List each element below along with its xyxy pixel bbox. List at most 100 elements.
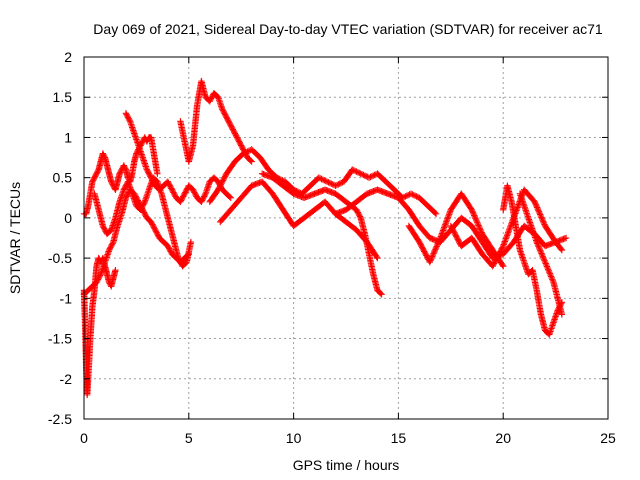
data-point: [368, 173, 376, 180]
data-point: [505, 228, 512, 235]
data-point: [506, 225, 514, 232]
data-point: [536, 246, 543, 253]
data-point: [532, 200, 539, 207]
data-point: [474, 219, 481, 226]
data-point: [542, 260, 549, 267]
data-point: [436, 236, 443, 243]
y-tick-label: -1.5: [48, 331, 72, 347]
data-point: [402, 193, 409, 200]
axis-ticks: 0 5 10 15 20 25 2 1.5 1 0.5 0 -0.5 -1 -1.5 -2 -2.5: [48, 49, 616, 446]
data-point: [536, 209, 543, 217]
series-satellite-track-7: [206, 146, 440, 218]
data-point: [140, 199, 148, 207]
data-point: [411, 192, 419, 199]
data-point: [187, 238, 195, 246]
x-tick-label: 10: [286, 430, 302, 446]
data-point: [469, 209, 477, 216]
data-point: [96, 272, 104, 279]
data-point: [543, 263, 551, 270]
data-point: [541, 257, 548, 264]
data-point: [247, 157, 254, 164]
data-point: [323, 178, 331, 185]
data-point: [429, 251, 437, 259]
data-point: [126, 116, 133, 124]
data-point: [367, 173, 374, 181]
data-point: [226, 193, 233, 200]
data-point: [351, 167, 359, 175]
data-point: [328, 180, 335, 187]
data-point: [502, 235, 510, 242]
data-point: [374, 254, 381, 262]
data-point: [373, 253, 380, 261]
x-tick-label: 0: [80, 430, 88, 446]
data-point: [546, 268, 553, 276]
data-point: [435, 239, 442, 246]
data-point: [378, 291, 385, 298]
data-point: [475, 223, 483, 231]
data-point: [477, 227, 485, 235]
data-point: [537, 212, 545, 220]
data-point: [544, 264, 551, 272]
data-point: [535, 243, 542, 250]
data-point: [409, 191, 416, 198]
data-point: [476, 225, 483, 232]
data-point: [503, 233, 510, 241]
data-point: [154, 170, 161, 177]
series-satellite-track-1: [80, 134, 161, 218]
series-satellite-track-5: [122, 110, 234, 205]
data-point: [407, 190, 415, 197]
data-point: [432, 246, 439, 253]
data-point: [500, 241, 507, 248]
data-point: [546, 270, 554, 277]
data-point: [427, 256, 435, 263]
data-point: [201, 191, 209, 199]
data-point: [434, 241, 441, 249]
data-point: [442, 221, 449, 228]
series-satellite-track-2: [80, 254, 119, 399]
data-point: [501, 239, 508, 247]
data-point: [548, 274, 555, 282]
data-point: [549, 276, 556, 283]
data-point: [499, 244, 506, 251]
data-point: [244, 148, 251, 155]
data-point: [403, 192, 410, 199]
series-satellite-track-6: [177, 77, 255, 165]
data-point: [547, 271, 554, 279]
data-point: [534, 240, 541, 247]
data-point: [535, 208, 543, 215]
data-point: [363, 173, 370, 180]
data-point: [433, 243, 440, 250]
data-point: [538, 251, 546, 259]
data-point: [431, 247, 438, 254]
data-point: [503, 232, 511, 239]
data-point: [439, 228, 446, 236]
data-point: [316, 175, 324, 182]
data-point: [112, 266, 119, 274]
data-point: [537, 248, 545, 256]
data-point: [540, 218, 547, 225]
data-point: [336, 180, 343, 187]
data-point: [445, 212, 452, 219]
data-point: [335, 181, 342, 188]
data-point: [413, 193, 420, 200]
data-point: [404, 191, 412, 199]
data-point: [325, 179, 332, 186]
data-point: [431, 209, 439, 217]
data-point: [470, 210, 477, 218]
plot-frame: [83, 56, 609, 420]
data-point: [361, 172, 369, 179]
data-point: [426, 258, 434, 266]
y-axis-label: SDTVAR / TECUs: [7, 182, 23, 294]
data-point: [248, 158, 255, 165]
data-point: [447, 208, 454, 215]
data-point: [538, 215, 546, 223]
data-point: [427, 257, 434, 264]
data-point: [534, 241, 542, 249]
y-tick-label: 2: [64, 49, 72, 65]
data-point: [438, 230, 446, 237]
data-point: [504, 229, 512, 236]
data-point: [535, 244, 543, 251]
data-point: [441, 222, 448, 230]
data-point: [430, 248, 438, 256]
